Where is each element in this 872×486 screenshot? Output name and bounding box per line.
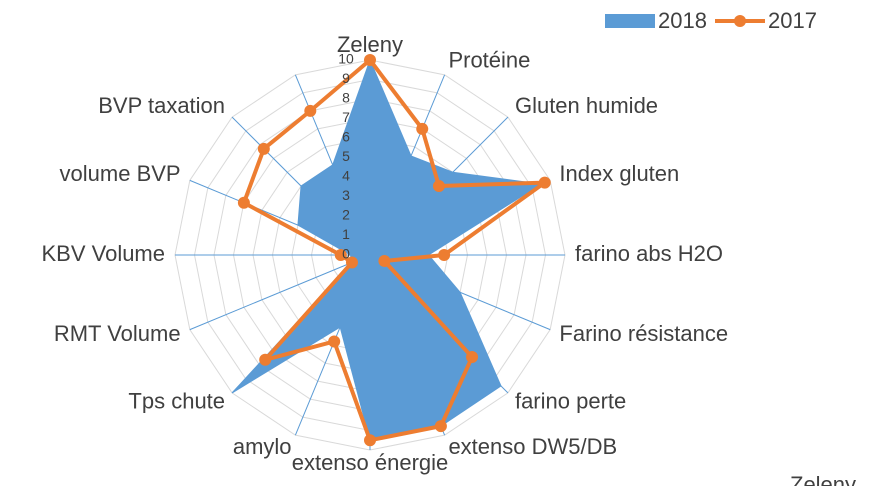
category-label: Protéine xyxy=(448,48,530,73)
series-marker xyxy=(259,353,272,366)
series-marker xyxy=(304,104,317,117)
series-marker xyxy=(364,54,376,66)
category-label: Tps chute xyxy=(128,389,225,414)
r-tick-label: 10 xyxy=(338,51,354,67)
category-label: BVP taxation xyxy=(98,93,225,118)
r-tick-label: 0 xyxy=(342,246,350,262)
category-label: farino perte xyxy=(515,389,626,414)
series-area xyxy=(231,58,543,441)
series-marker xyxy=(538,176,551,189)
legend-marker xyxy=(734,15,746,27)
category-label: Zeleny xyxy=(337,32,403,57)
legend-label: 2018 xyxy=(658,8,707,33)
legend-swatch xyxy=(605,14,655,28)
category-label: extenso énergie xyxy=(292,450,449,475)
category-label: farino abs H2O xyxy=(575,241,723,266)
series-marker xyxy=(434,420,447,433)
series-marker xyxy=(378,254,391,267)
cropped-label: Zeleny xyxy=(790,472,856,486)
series-marker xyxy=(432,180,445,193)
series-marker xyxy=(345,256,358,269)
spoke xyxy=(189,254,371,331)
category-label: KBV Volume xyxy=(41,241,165,266)
category-label: extenso DW5/DB xyxy=(448,434,617,459)
r-tick-label: 1 xyxy=(342,226,350,242)
series-marker xyxy=(364,434,376,447)
legend-label: 2017 xyxy=(768,8,817,33)
category-label: RMT Volume xyxy=(54,321,181,346)
series-marker xyxy=(416,122,429,135)
r-tick-label: 4 xyxy=(342,168,350,184)
r-tick-label: 2 xyxy=(342,207,350,223)
series-marker xyxy=(257,142,270,155)
category-label: Index gluten xyxy=(559,161,679,186)
series-marker xyxy=(328,335,341,348)
r-tick-label: 8 xyxy=(342,90,350,106)
series-marker xyxy=(334,249,347,261)
category-label: volume BVP xyxy=(60,161,181,186)
r-tick-label: 9 xyxy=(342,70,350,86)
r-tick-label: 6 xyxy=(342,129,350,145)
r-tick-label: 7 xyxy=(342,109,350,125)
category-label: Gluten humide xyxy=(515,93,658,118)
series-marker xyxy=(438,249,451,261)
r-tick-label: 3 xyxy=(342,187,350,203)
category-label: amylo xyxy=(233,434,292,459)
series-marker xyxy=(237,196,250,209)
r-tick-label: 5 xyxy=(342,148,350,164)
category-label: Farino résistance xyxy=(559,321,728,346)
series-marker xyxy=(466,351,479,364)
